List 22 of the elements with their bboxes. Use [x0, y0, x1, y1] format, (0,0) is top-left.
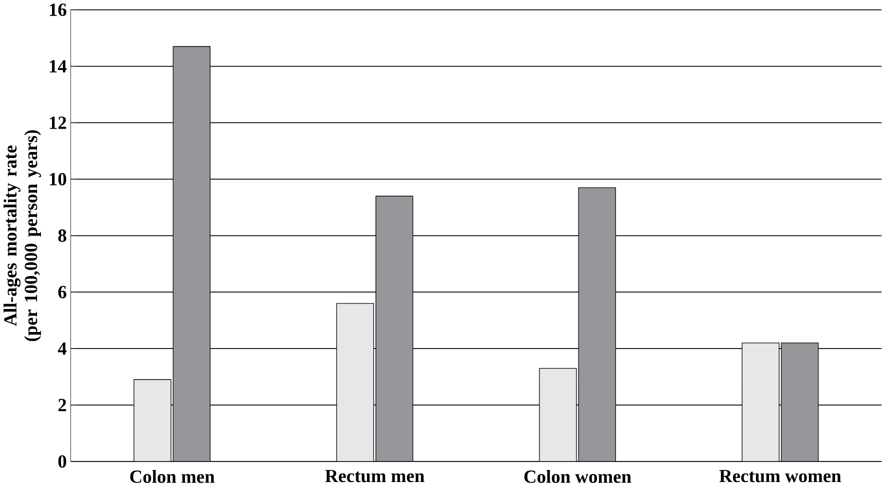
- bar: [134, 380, 172, 462]
- y-tick-label: 12: [50, 116, 66, 130]
- y-tick-label: 6: [58, 286, 66, 299]
- x-tick-label: Colon men: [130, 470, 215, 484]
- bar: [742, 342, 780, 462]
- y-tick-label: 0: [58, 456, 66, 468]
- y-tick-label: 10: [50, 173, 66, 186]
- y-tick-label: 16: [50, 4, 66, 16]
- x-tick-label: Colon women: [524, 470, 632, 484]
- bar: [578, 188, 616, 462]
- x-tick-label: Rectum men: [325, 470, 424, 482]
- y-tick-label: 4: [58, 342, 67, 355]
- y-axis-title: All-ages mortality rate (per 100,000 person years): [4, 130, 41, 342]
- x-tick-label: Rectum women: [719, 470, 842, 482]
- bar: [172, 46, 210, 462]
- bar: [376, 196, 414, 462]
- bar: [539, 368, 577, 462]
- bar: [336, 303, 374, 462]
- bar: [780, 342, 819, 462]
- y-tick-label: 2: [58, 399, 66, 412]
- y-tick-label: 14: [50, 60, 67, 73]
- y-tick-label: 8: [58, 230, 66, 242]
